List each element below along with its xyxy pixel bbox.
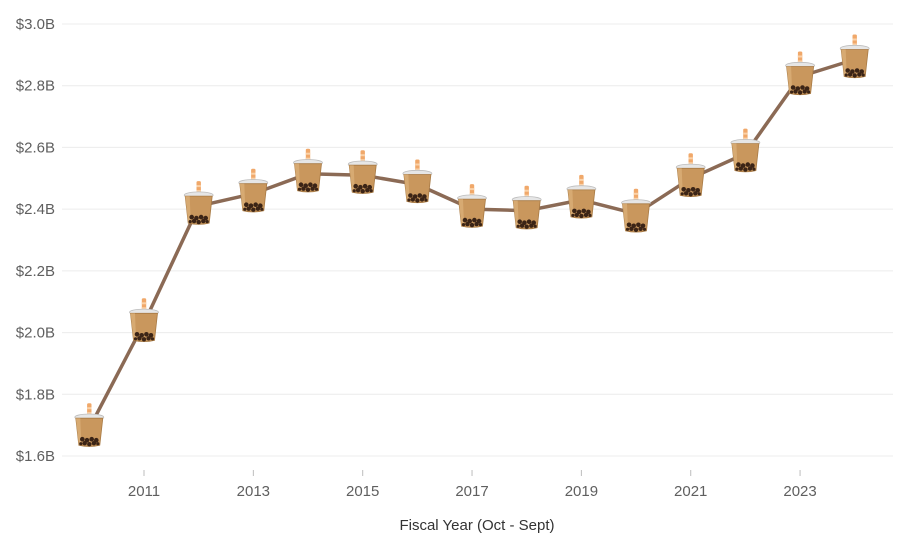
bubble-tea-icon[interactable] xyxy=(675,152,706,198)
y-tick-label: $2.4B xyxy=(16,201,55,218)
x-tick-label: 2015 xyxy=(346,483,379,500)
y-tick-label: $2.6B xyxy=(16,139,55,156)
y-tick-label: $2.0B xyxy=(16,325,55,342)
y-tick-label: $2.8B xyxy=(16,78,55,95)
bubble-tea-icon[interactable] xyxy=(839,34,870,79)
grid-layer xyxy=(62,23,893,457)
bubble-tea-icon[interactable] xyxy=(785,51,816,96)
bubble-tea-icon[interactable] xyxy=(457,183,487,228)
x-tick-label: 2017 xyxy=(455,483,488,500)
bubble-tea-icon[interactable] xyxy=(238,168,269,213)
bubble-tea-icon[interactable] xyxy=(566,174,597,219)
bubble-tea-icon[interactable] xyxy=(293,148,323,193)
y-tick-label: $1.6B xyxy=(16,448,55,465)
bubble-tea-icon[interactable] xyxy=(347,149,378,194)
bubble-tea-icon[interactable] xyxy=(183,180,214,225)
x-tick-label: 2023 xyxy=(783,483,816,500)
series-layer xyxy=(87,57,857,430)
y-tick-label: $3.0B xyxy=(16,16,55,33)
y-tick-label: $2.2B xyxy=(16,263,55,280)
y-tick-label: $1.8B xyxy=(16,386,55,403)
x-tick-label: 2013 xyxy=(237,483,270,500)
x-tick-label: 2011 xyxy=(128,483,160,500)
bubble-tea-icon[interactable] xyxy=(730,128,761,173)
bubble-tea-icon[interactable] xyxy=(621,188,651,233)
y-axis: $1.6B $1.8B $2.0B $2.2B $2.4B $2.6B $2.8B $3.0B xyxy=(16,16,55,465)
x-tick-label: 2021 xyxy=(674,483,707,500)
bubble-tea-icon[interactable] xyxy=(511,185,542,230)
x-tick-label: 2019 xyxy=(565,483,598,500)
x-axis: 2011 2013 2015 2017 2019 2021 2023 xyxy=(128,470,817,500)
x-axis-title: Fiscal Year (Oct - Sept) xyxy=(399,517,554,534)
marker-layer xyxy=(74,34,870,447)
series-line xyxy=(87,57,857,430)
bubble-tea-icon[interactable] xyxy=(402,159,433,204)
